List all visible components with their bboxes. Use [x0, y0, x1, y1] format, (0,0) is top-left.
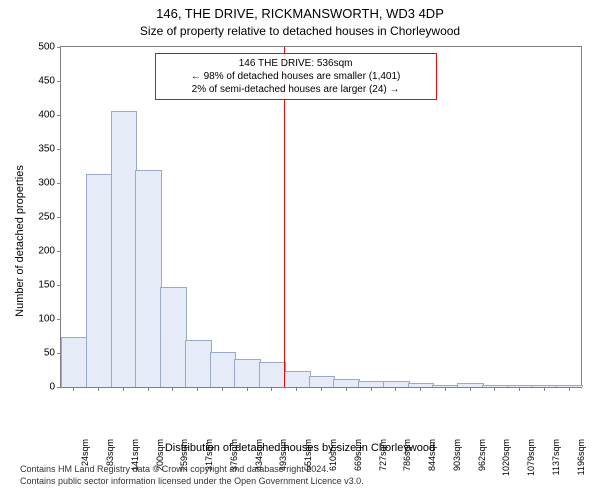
annotation-line-1: 146 THE DRIVE: 536sqm [162, 57, 430, 70]
annotation-line-2: ← 98% of detached houses are smaller (1,… [162, 70, 430, 83]
y-tick-label: 100 [38, 314, 55, 325]
y-tick [57, 81, 61, 82]
histogram-bar [358, 381, 385, 387]
y-tick-label: 150 [38, 280, 55, 291]
histogram-bar [210, 352, 237, 387]
x-tick [98, 387, 99, 391]
x-tick [271, 387, 272, 391]
y-tick [57, 47, 61, 48]
y-tick [57, 387, 61, 388]
histogram-bar [185, 340, 212, 387]
x-tick [123, 387, 124, 391]
histogram-bar [86, 174, 113, 387]
x-tick [321, 387, 322, 391]
x-tick [544, 387, 545, 391]
histogram-bar [61, 337, 88, 387]
plot-area: 05010015020025030035040045050024sqm83sqm… [60, 46, 582, 388]
y-tick-label: 500 [38, 42, 55, 53]
x-tick [172, 387, 173, 391]
chart-title: Size of property relative to detached ho… [0, 24, 600, 38]
annotation-line-3: 2% of semi-detached houses are larger (2… [162, 83, 430, 96]
x-tick [247, 387, 248, 391]
x-tick [222, 387, 223, 391]
y-tick [57, 149, 61, 150]
y-tick [57, 217, 61, 218]
x-tick [197, 387, 198, 391]
x-tick [148, 387, 149, 391]
chart-supertitle: 146, THE DRIVE, RICKMANSWORTH, WD3 4DP [0, 6, 600, 21]
y-tick [57, 319, 61, 320]
x-tick [519, 387, 520, 391]
x-tick [73, 387, 74, 391]
y-tick [57, 115, 61, 116]
x-tick [569, 387, 570, 391]
y-tick [57, 183, 61, 184]
y-tick-label: 300 [38, 178, 55, 189]
histogram-bar [259, 362, 286, 387]
x-tick [346, 387, 347, 391]
footer-line-2: Contains public sector information licen… [20, 476, 364, 486]
histogram-bar [432, 385, 459, 387]
footer-line-1: Contains HM Land Registry data © Crown c… [20, 464, 329, 474]
y-tick [57, 251, 61, 252]
y-tick-label: 0 [49, 382, 55, 393]
histogram-bar [160, 287, 187, 387]
x-axis-label: Distribution of detached houses by size … [0, 442, 600, 454]
y-tick-label: 200 [38, 246, 55, 257]
y-tick-label: 350 [38, 144, 55, 155]
chart-container: 146, THE DRIVE, RICKMANSWORTH, WD3 4DP S… [0, 0, 600, 500]
y-tick-label: 50 [44, 348, 55, 359]
x-tick [445, 387, 446, 391]
y-axis-label: Number of detached properties [14, 141, 26, 341]
x-tick [395, 387, 396, 391]
y-tick-label: 250 [38, 212, 55, 223]
histogram-bar [284, 371, 311, 387]
y-tick [57, 285, 61, 286]
x-tick [420, 387, 421, 391]
y-tick-label: 450 [38, 76, 55, 87]
y-tick-label: 400 [38, 110, 55, 121]
x-tick [371, 387, 372, 391]
histogram-bar [531, 385, 558, 387]
annotation-box: 146 THE DRIVE: 536sqm← 98% of detached h… [155, 53, 437, 100]
histogram-bar [135, 170, 162, 387]
histogram-bar [234, 359, 261, 387]
histogram-bar [309, 376, 336, 387]
x-tick [470, 387, 471, 391]
histogram-bar [556, 385, 583, 387]
histogram-bar [333, 379, 360, 387]
x-tick [494, 387, 495, 391]
histogram-bar [457, 383, 484, 387]
x-tick [296, 387, 297, 391]
histogram-bar [111, 111, 138, 387]
